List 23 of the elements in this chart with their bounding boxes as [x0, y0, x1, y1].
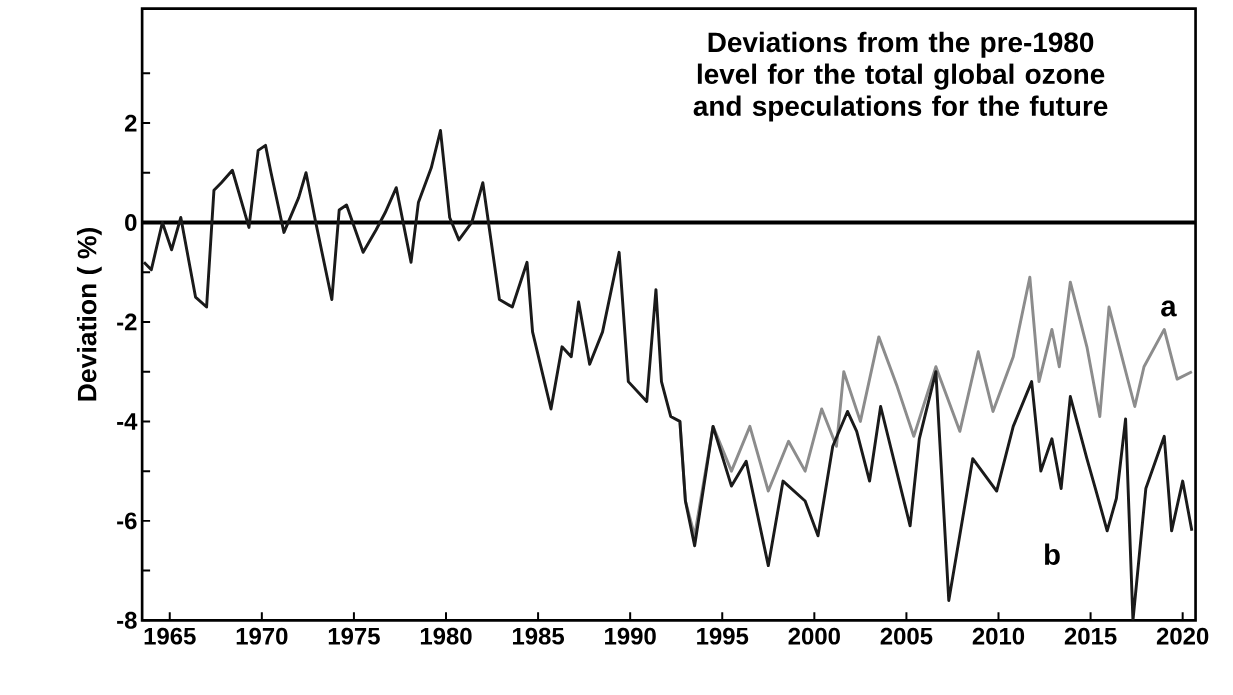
- series-label: b: [1045, 543, 1060, 565]
- series-label: a: [1161, 300, 1177, 317]
- y-tick-label: -4: [117, 413, 138, 430]
- x-tick-label: 1975: [328, 627, 380, 645]
- x-tick-label: 2005: [880, 627, 933, 645]
- x-tick-label: 1990: [605, 627, 656, 645]
- x-tick-label: 2020: [1156, 627, 1209, 645]
- y-tick-label: 0: [125, 213, 137, 231]
- y-tick-label: -6: [117, 512, 137, 530]
- text: Deviations from the pre-1980 level for the total global ozone and speculations for the future: [693, 31, 1108, 122]
- y-tick-label: 2: [124, 114, 137, 132]
- x-tick-label: 2000: [788, 627, 840, 645]
- x-tick-label: 1980: [420, 627, 472, 645]
- x-tick-label: 2015: [1064, 627, 1117, 645]
- y-tick-label: -8: [117, 611, 137, 629]
- x-tick-label: 1985: [512, 627, 565, 645]
- x-tick-label: 1970: [236, 627, 288, 645]
- y-tick-label: -2: [117, 313, 137, 331]
- x-tick-label: 1995: [697, 627, 749, 645]
- x-tick-label: 2010: [972, 627, 1025, 645]
- y-axis-title: Deviation ( %): [76, 227, 102, 401]
- line-series: [142, 128, 1194, 621]
- x-tick-label: 1965: [144, 627, 196, 645]
